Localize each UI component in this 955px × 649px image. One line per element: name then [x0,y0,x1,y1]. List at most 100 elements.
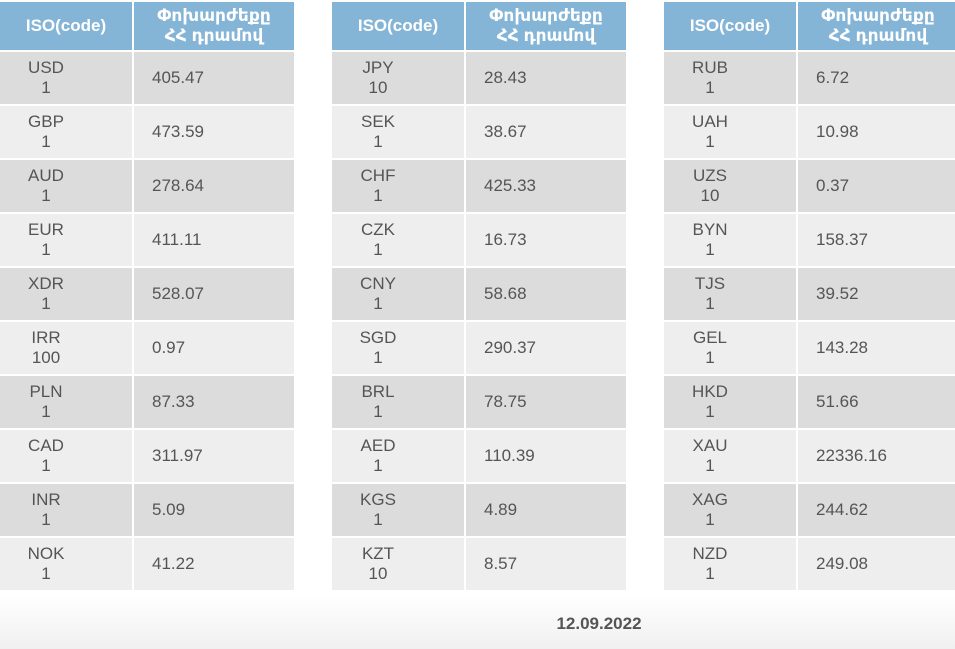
exchange-rate-cell: 16.73 [466,214,626,266]
rate-header-line1: Փոխարժեքը [157,6,271,25]
table-row: UAH 1 10.98 [664,106,955,158]
table-row: TJS 1 39.52 [664,268,955,320]
table-row: CNY 1 58.68 [332,268,626,320]
currency-code: UAH [692,112,728,131]
exchange-rate-cell: 22336.16 [798,430,955,482]
table-row: USD 1 405.47 [0,52,294,104]
table-row: NOK 1 41.22 [0,538,294,590]
currency-code: CNY [360,274,396,293]
currency-code-cell: RUB 1 [664,52,798,104]
exchange-rate-cell: 28.43 [466,52,626,104]
currency-code: NZD [692,544,728,563]
currency-unit: 1 [705,294,715,313]
currency-code: SGD [359,328,397,347]
currency-code-cell: BRL 1 [332,376,466,428]
rate-column-header: Փոխարժեքը ՀՀ դրամով [466,2,626,50]
rate-header-line1: Փոխարժեքը [821,6,935,25]
currency-unit: 10 [700,186,720,205]
table-row: AUD 1 278.64 [0,160,294,212]
currency-code: KGS [360,490,396,509]
currency-code-cell: TJS 1 [664,268,798,320]
currency-code: INR [31,490,61,509]
exchange-rate-cell: 311.97 [134,430,294,482]
currency-code-cell: KGS 1 [332,484,466,536]
currency-code: CZK [361,220,395,239]
currency-unit: 1 [41,294,51,313]
table-row: UZS 10 0.37 [664,160,955,212]
table-row: HKD 1 51.66 [664,376,955,428]
currency-code: HKD [692,382,728,401]
footer-bar [0,594,955,649]
currency-code-cell: CNY 1 [332,268,466,320]
table-row: GEL 1 143.28 [664,322,955,374]
table-row: JPY 10 28.43 [332,52,626,104]
currency-code-cell: NZD 1 [664,538,798,590]
currency-code-cell: XDR 1 [0,268,134,320]
currency-unit: 100 [31,348,61,367]
currency-code: NOK [27,544,65,563]
rates-table-2: ISO(code) Փոխարժեքը ՀՀ դրամով JPY 10 28.43… [332,0,626,592]
currency-code: XAG [692,490,728,509]
exchange-rate-cell: 8.57 [466,538,626,590]
currency-code-cell: GEL 1 [664,322,798,374]
table-row: BRL 1 78.75 [332,376,626,428]
exchange-rate-cell: 39.52 [798,268,955,320]
rate-column-header: Փոխարժեքը ՀՀ դրամով [798,2,955,50]
currency-code: USD [28,58,64,77]
table-header-row: ISO(code) Փոխարժեքը ՀՀ դրամով [332,2,626,50]
table-row: AED 1 110.39 [332,430,626,482]
currency-unit: 1 [373,348,383,367]
currency-code-cell: PLN 1 [0,376,134,428]
code-column-header: ISO(code) [332,2,466,50]
rates-table-1: ISO(code) Փոխարժեքը ՀՀ դրամով USD 1 405.47… [0,0,294,592]
currency-unit: 1 [41,78,51,97]
exchange-rate-cell: 78.75 [466,376,626,428]
currency-unit: 1 [373,186,383,205]
currency-code: CHF [360,166,396,185]
currency-unit: 1 [41,510,51,529]
table-row: GBP 1 473.59 [0,106,294,158]
currency-unit: 1 [41,564,51,583]
currency-code: JPY [362,58,394,77]
table-row: KGS 1 4.89 [332,484,626,536]
currency-code-cell: AUD 1 [0,160,134,212]
exchange-rate-cell: 411.11 [134,214,294,266]
rates-date: 12.09.2022 [556,614,642,633]
exchange-rate-cell: 278.64 [134,160,294,212]
exchange-rate-cell: 10.98 [798,106,955,158]
currency-code: GBP [28,112,64,131]
table-row: CZK 1 16.73 [332,214,626,266]
exchange-rate-cell: 290.37 [466,322,626,374]
code-column-header: ISO(code) [664,2,798,50]
exchange-rate-cell: 38.67 [466,106,626,158]
currency-unit: 1 [373,294,383,313]
currency-code: TJS [694,274,726,293]
currency-code: XAU [692,436,728,455]
currency-code-cell: CHF 1 [332,160,466,212]
currency-code-cell: BYN 1 [664,214,798,266]
rate-header-line2: ՀՀ դրամով [828,26,928,45]
exchange-rate-cell: 244.62 [798,484,955,536]
currency-code: EUR [28,220,64,239]
currency-unit: 1 [41,402,51,421]
table-row: PLN 1 87.33 [0,376,294,428]
currency-code-cell: SGD 1 [332,322,466,374]
exchange-rate-cell: 425.33 [466,160,626,212]
currency-unit: 1 [705,456,715,475]
exchange-rate-cell: 110.39 [466,430,626,482]
exchange-rate-cell: 6.72 [798,52,955,104]
exchange-rate-cell: 143.28 [798,322,955,374]
exchange-rate-cell: 4.89 [466,484,626,536]
currency-unit: 1 [41,456,51,475]
currency-code-cell: HKD 1 [664,376,798,428]
table-row: XAU 1 22336.16 [664,430,955,482]
exchange-rate-cell: 249.08 [798,538,955,590]
currency-unit: 10 [368,78,388,97]
currency-code: AED [360,436,396,455]
currency-unit: 1 [373,402,383,421]
currency-code-cell: INR 1 [0,484,134,536]
currency-unit: 1 [705,564,715,583]
currency-code: RUB [692,58,728,77]
rate-header-line2: ՀՀ դրամով [164,26,264,45]
table-row: SEK 1 38.67 [332,106,626,158]
